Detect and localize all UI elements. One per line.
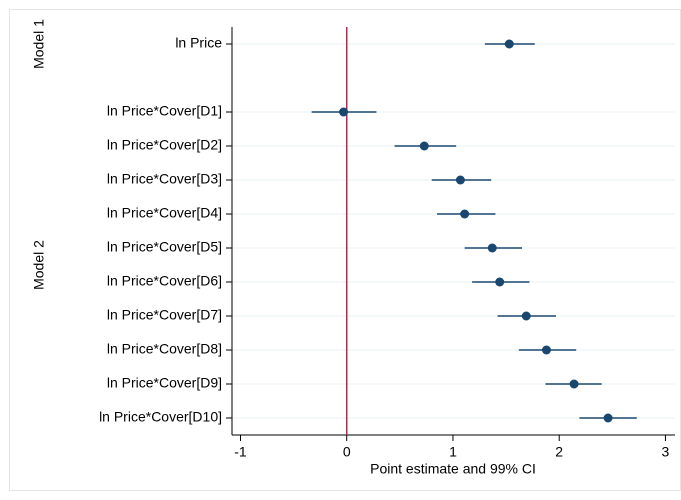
group-label: Model 2	[31, 240, 47, 290]
point-estimate	[419, 141, 429, 151]
point-estimate	[521, 311, 531, 321]
point-estimate	[541, 345, 551, 355]
point-estimate	[339, 107, 349, 117]
group-label: Model 1	[31, 19, 47, 69]
chart-frame	[9, 9, 681, 491]
point-estimate	[487, 243, 497, 253]
y-tick-label: ln Price	[175, 35, 222, 51]
point-estimate	[495, 277, 505, 287]
x-tick-label: 2	[555, 444, 563, 460]
x-tick-label: -1	[234, 444, 247, 460]
point-estimate	[569, 379, 579, 389]
y-tick-label: ln Price*Cover[D4]	[107, 205, 222, 221]
y-tick-label: ln Price*Cover[D7]	[107, 307, 222, 323]
y-tick-label: ln Price*Cover[D5]	[107, 239, 222, 255]
point-estimate	[455, 175, 465, 185]
y-tick-label: ln Price*Cover[D2]	[107, 137, 222, 153]
x-tick-label: 3	[662, 444, 670, 460]
x-axis-label: Point estimate and 99% CI	[370, 461, 536, 477]
point-estimate	[504, 39, 514, 49]
point-estimate	[603, 413, 613, 423]
y-tick-label: ln Price*Cover[D6]	[107, 273, 222, 289]
y-tick-label: ln Price*Cover[D3]	[107, 171, 222, 187]
y-tick-label: ln Price*Cover[D9]	[107, 375, 222, 391]
y-tick-label: ln Price*Cover[D10]	[99, 409, 222, 425]
x-tick-label: 1	[449, 444, 457, 460]
y-tick-label: ln Price*Cover[D1]	[107, 103, 222, 119]
y-tick-label: ln Price*Cover[D8]	[107, 341, 222, 357]
point-estimate	[460, 209, 470, 219]
x-tick-label: 0	[343, 444, 351, 460]
